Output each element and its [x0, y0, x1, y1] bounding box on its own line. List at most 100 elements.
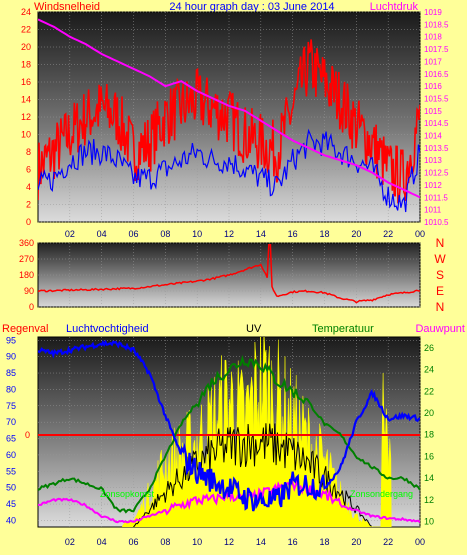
humidity-tick-label: 70 — [6, 417, 16, 427]
temperature-tick-label: 10 — [424, 517, 434, 527]
hour-tick-top: 18 — [319, 229, 329, 239]
wind-tick-label: 18 — [21, 60, 31, 70]
pressure-tick-label: 1011.5 — [424, 193, 448, 202]
humidity-tick-label: 80 — [6, 384, 16, 394]
hour-tick-bottom: 06 — [128, 537, 138, 547]
direction-tick-label: 0 — [29, 302, 34, 312]
temperature-tick-label: 24 — [424, 365, 434, 375]
pressure-tick-label: 1017 — [424, 57, 442, 66]
hour-tick-bottom: 14 — [256, 537, 266, 547]
direction-tick-label: 360 — [19, 238, 34, 248]
temperature-tick-label: 26 — [424, 343, 434, 353]
temperature-tick-label: 14 — [424, 473, 434, 483]
wind-series — [38, 18, 420, 213]
hour-tick-bottom: 22 — [383, 537, 393, 547]
rain-zero-label: 0 — [25, 430, 30, 440]
pressure-tick-label: 1014 — [424, 132, 442, 141]
pressure-tick-label: 1010.5 — [424, 218, 449, 227]
pressure-tick-label: 1014.5 — [424, 119, 449, 128]
pressure-tick-label: 1019 — [424, 8, 442, 17]
humidity-line — [38, 339, 420, 512]
direction-tick-label: 180 — [19, 270, 34, 280]
wind-tick-label: 10 — [21, 130, 31, 140]
dewpoint-label: Dauwpunt — [415, 323, 465, 335]
wind-tick-label: 4 — [26, 182, 31, 192]
temperature-line — [38, 354, 420, 514]
wind-tick-label: 14 — [21, 95, 31, 105]
hour-tick-top: 10 — [192, 229, 202, 239]
pressure-tick-label: 1013 — [424, 156, 442, 165]
climate-series — [38, 337, 420, 527]
direction-tick-label: 90 — [24, 286, 34, 296]
temperature-tick-label: 20 — [424, 408, 434, 418]
compass-letter: N — [436, 236, 445, 250]
rain-label: Regenval — [2, 323, 48, 335]
wind-tick-label: 22 — [21, 25, 31, 35]
humidity-tick-label: 40 — [6, 515, 16, 525]
compass-letter: W — [434, 252, 446, 266]
hour-tick-top: 20 — [351, 229, 361, 239]
hour-tick-bottom: 12 — [224, 537, 234, 547]
humidity-tick-label: 90 — [6, 352, 16, 362]
humidity-tick-label: 75 — [6, 401, 16, 411]
compass-letter: N — [436, 300, 445, 314]
temperature-tick-label: 12 — [424, 495, 434, 505]
pressure-tick-label: 1016.5 — [424, 70, 449, 79]
wind-speed-label: Windsnelheid — [34, 1, 100, 13]
hour-tick-top: 00 — [415, 229, 425, 239]
humidity-tick-label: 55 — [6, 466, 16, 476]
uv-label: UV — [246, 323, 262, 335]
hour-tick-top: 08 — [160, 229, 170, 239]
pressure-tick-label: 1017.5 — [424, 45, 449, 54]
pressure-tick-label: 1016 — [424, 82, 442, 91]
humidity-label: Luchtvochtigheid — [66, 323, 149, 335]
hour-tick-top: 06 — [128, 229, 138, 239]
pressure-tick-label: 1013.5 — [424, 144, 449, 153]
hour-tick-bottom: 18 — [319, 537, 329, 547]
pressure-tick-label: 1018.5 — [424, 20, 449, 29]
humidity-tick-label: 60 — [6, 450, 16, 460]
temperature-tick-label: 16 — [424, 451, 434, 461]
pressure-tick-label: 1012 — [424, 181, 442, 190]
temperature-tick-label: 22 — [424, 386, 434, 396]
hour-tick-bottom: 08 — [160, 537, 170, 547]
hour-tick-top: 02 — [65, 229, 75, 239]
direction-tick-label: 270 — [19, 254, 34, 264]
wind-tick-label: 16 — [21, 77, 31, 87]
chart-title: 24 hour graph day : 03 June 2014 — [169, 1, 334, 13]
sunrise-annotation: Zonsopkomst — [100, 489, 155, 499]
wind-tick-label: 8 — [26, 147, 31, 157]
wind-tick-label: 6 — [26, 165, 31, 175]
hour-tick-top: 04 — [97, 229, 107, 239]
solar-line — [133, 423, 372, 527]
wind-average-line — [38, 128, 420, 213]
temperature-tick-label: 18 — [424, 430, 434, 440]
compass-letter: S — [436, 268, 444, 282]
pressure-label: Luchtdruk — [370, 1, 419, 13]
wind-direction-line — [38, 244, 420, 304]
pressure-tick-label: 1015.5 — [424, 94, 449, 103]
humidity-tick-label: 95 — [6, 335, 16, 345]
sunset-annotation: Zonsondergang — [350, 489, 413, 499]
pressure-line — [38, 18, 420, 199]
hour-tick-top: 12 — [224, 229, 234, 239]
humidity-tick-label: 45 — [6, 499, 16, 509]
humidity-tick-label: 65 — [6, 434, 16, 444]
axis-labels: 0202040406060808101012121414161618182020… — [6, 7, 449, 547]
hour-tick-top: 16 — [288, 229, 298, 239]
hour-tick-bottom: 20 — [351, 537, 361, 547]
pressure-tick-label: 1015 — [424, 107, 442, 116]
pressure-tick-label: 1018 — [424, 33, 442, 42]
wind-tick-label: 20 — [21, 42, 31, 52]
pressure-tick-label: 1012.5 — [424, 169, 449, 178]
pressure-tick-label: 1011 — [424, 206, 442, 215]
compass-letter: E — [436, 284, 444, 298]
direction-grid — [38, 242, 421, 308]
wind-tick-label: 24 — [21, 7, 31, 17]
humidity-tick-label: 85 — [6, 368, 16, 378]
wind-tick-label: 0 — [26, 217, 31, 227]
hour-tick-bottom: 10 — [192, 537, 202, 547]
hour-tick-bottom: 02 — [65, 537, 75, 547]
direction-series — [38, 244, 420, 304]
